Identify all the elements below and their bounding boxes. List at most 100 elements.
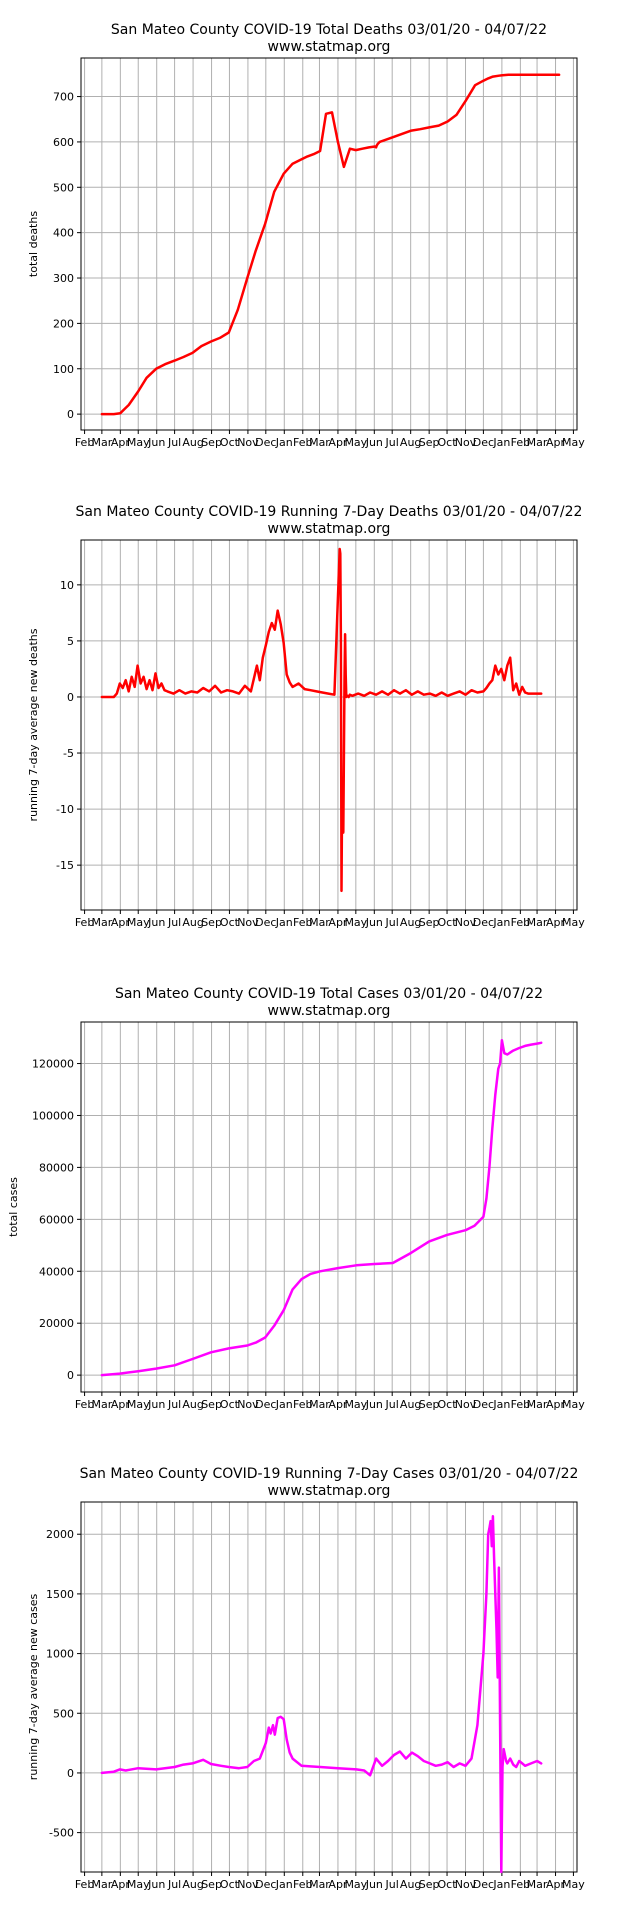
x-tick-label: Jan	[492, 436, 510, 449]
series-line	[100, 1038, 543, 1377]
x-tick-label: Jan	[275, 1398, 293, 1411]
x-tick-label: Sep	[419, 436, 440, 449]
x-tick-label: Jan	[492, 916, 510, 929]
x-tick-label: Mar	[527, 1878, 548, 1891]
x-tick-label: Apr	[546, 1398, 566, 1411]
plot-frame	[80, 1501, 578, 1873]
x-tick-label: Mar	[527, 916, 548, 929]
x-tick-label: Aug	[182, 1878, 203, 1891]
x-tick-label: Mar	[91, 1398, 112, 1411]
chart-subtitle: www.statmap.org	[268, 39, 391, 55]
y-axis-label: total cases	[7, 1177, 20, 1237]
x-tick-label: Nov	[455, 1398, 477, 1411]
x-tick-label: Jun	[147, 1398, 165, 1411]
x-tick-label: Dec	[473, 436, 494, 449]
x-tick-label: Jul	[167, 916, 181, 929]
x-tick-label: Sep	[419, 1398, 440, 1411]
x-tick-label: May	[127, 436, 150, 449]
y-axis-label: running 7-day average new deaths	[27, 628, 40, 821]
x-tick-label: Jun	[365, 916, 383, 929]
x-tick-label: Feb	[75, 1398, 94, 1411]
x-tick-label: Jul	[167, 436, 181, 449]
x-tick-label: Jul	[167, 1878, 181, 1891]
x-tick-label: Jun	[147, 916, 165, 929]
x-tick-label: Feb	[511, 916, 530, 929]
x-tick-label: Jan	[492, 1878, 510, 1891]
x-tick-label: May	[562, 916, 585, 929]
x-tick-label: Feb	[511, 436, 530, 449]
x-tick-label: Apr	[328, 916, 348, 929]
x-tick-label: Mar	[309, 916, 330, 929]
y-tick-label: 0	[67, 408, 74, 421]
chart-panel-4: San Mateo County COVID-19 Running 7-Day …	[27, 1466, 585, 1891]
x-tick-label: Apr	[546, 1878, 566, 1891]
x-tick-label: May	[344, 436, 367, 449]
x-tick-label: Aug	[182, 916, 203, 929]
x-tick-label: May	[344, 916, 367, 929]
x-tick-label: Feb	[511, 1878, 530, 1891]
y-tick-label: 200	[53, 317, 74, 330]
x-tick-label: Feb	[75, 436, 94, 449]
y-tick-label: -500	[49, 1827, 74, 1840]
series-line	[100, 547, 543, 893]
x-tick-label: Mar	[527, 436, 548, 449]
chart-title: San Mateo County COVID-19 Running 7-Day …	[76, 504, 583, 520]
y-tick-label: 10	[60, 579, 74, 592]
x-tick-label: Aug	[400, 1398, 421, 1411]
x-tick-label: May	[562, 1398, 585, 1411]
x-tick-label: Jan	[275, 916, 293, 929]
x-tick-label: May	[562, 1878, 585, 1891]
x-tick-label: Mar	[309, 1878, 330, 1891]
x-tick-label: Apr	[111, 436, 131, 449]
x-tick-label: Oct	[438, 436, 458, 449]
chart-title: San Mateo County COVID-19 Total Deaths 0…	[111, 22, 547, 38]
x-tick-label: Aug	[400, 436, 421, 449]
x-tick-label: Dec	[255, 1878, 276, 1891]
plot-frame	[80, 57, 578, 431]
x-tick-label: Jan	[275, 1878, 293, 1891]
x-tick-label: Jan	[275, 436, 293, 449]
y-tick-label: 40000	[39, 1265, 74, 1278]
x-tick-label: Nov	[237, 1398, 259, 1411]
x-tick-label: Aug	[400, 916, 421, 929]
y-tick-label: 600	[53, 136, 74, 149]
x-tick-label: Jun	[147, 436, 165, 449]
chart-title: San Mateo County COVID-19 Total Cases 03…	[115, 986, 543, 1002]
x-tick-label: Jan	[492, 1398, 510, 1411]
x-tick-label: Dec	[473, 916, 494, 929]
y-tick-label: 1000	[46, 1648, 74, 1661]
x-tick-label: Jun	[365, 1398, 383, 1411]
x-tick-label: Jun	[147, 1878, 165, 1891]
y-tick-label: 100	[53, 363, 74, 376]
x-tick-label: Apr	[546, 916, 566, 929]
x-tick-label: May	[127, 1878, 150, 1891]
y-tick-label: 120000	[32, 1058, 74, 1071]
x-tick-label: Jul	[167, 1398, 181, 1411]
x-tick-label: Apr	[328, 436, 348, 449]
x-tick-label: Apr	[111, 916, 131, 929]
y-tick-label: 500	[53, 181, 74, 194]
x-tick-label: Dec	[473, 1878, 494, 1891]
x-tick-label: Sep	[419, 916, 440, 929]
x-tick-label: Aug	[182, 436, 203, 449]
x-tick-label: Feb	[293, 916, 312, 929]
y-tick-label: 0	[67, 1767, 74, 1780]
y-tick-label: 5	[67, 635, 74, 648]
chart-title: San Mateo County COVID-19 Running 7-Day …	[80, 1466, 579, 1482]
x-tick-label: Apr	[111, 1398, 131, 1411]
x-tick-label: Sep	[201, 1878, 222, 1891]
y-tick-label: 80000	[39, 1161, 74, 1174]
x-tick-label: Mar	[527, 1398, 548, 1411]
x-tick-label: Dec	[255, 436, 276, 449]
x-tick-label: Dec	[255, 1398, 276, 1411]
x-tick-label: Oct	[438, 916, 458, 929]
y-tick-label: 20000	[39, 1317, 74, 1330]
x-tick-label: Jul	[385, 1878, 399, 1891]
plot-frame	[80, 1021, 578, 1393]
x-tick-label: Jun	[365, 1878, 383, 1891]
x-tick-label: Feb	[293, 1878, 312, 1891]
x-tick-label: Feb	[75, 916, 94, 929]
x-tick-label: Oct	[220, 1878, 240, 1891]
